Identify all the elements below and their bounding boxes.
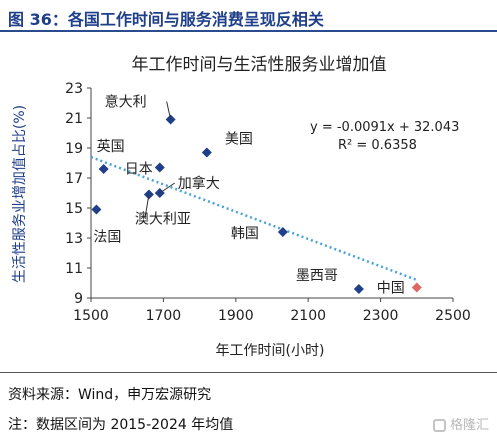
x-axis-label: 年工作时间(小时) <box>216 343 325 359</box>
point-label: 加拿大 <box>178 175 220 192</box>
footer-divider <box>0 372 497 373</box>
x-tick-label: 1900 <box>218 308 254 324</box>
y-axis-label: 生活性服务业增加值占比(%) <box>12 105 28 283</box>
label-leader-line <box>159 182 176 194</box>
trendline <box>90 155 418 282</box>
source-note: 资料来源：Wind，申万宏源研究 <box>8 387 212 403</box>
data-point <box>91 204 102 215</box>
y-tick-label: 9 <box>74 291 83 307</box>
y-tick-label: 11 <box>65 261 83 277</box>
x-tick-label: 2500 <box>435 308 471 324</box>
point-label: 英国 <box>97 138 125 155</box>
watermark: 格隆汇 <box>432 414 489 433</box>
x-tick-label: 1700 <box>146 308 182 324</box>
point-label: 韩国 <box>231 226 259 242</box>
point-label: 澳大利亚 <box>135 212 191 228</box>
y-tick-label: 21 <box>65 111 83 127</box>
x-tick-label: 2100 <box>290 308 326 324</box>
chart-title: 年工作时间与生活性服务业增加值 <box>132 55 387 75</box>
data-point <box>98 164 109 174</box>
data-point <box>353 284 364 294</box>
y-tick-label: 13 <box>65 231 83 247</box>
point-label: 法国 <box>93 230 121 246</box>
label-leader-line <box>144 194 150 219</box>
figure-title: 图 36：各国工作时间与服务消费呈现反相关 <box>8 10 324 29</box>
data-point <box>411 282 422 293</box>
data-point <box>154 162 165 173</box>
y-tick-label: 17 <box>65 171 83 187</box>
data-point <box>201 147 212 158</box>
equation-annotation: y = -0.0091x + 32.043 <box>310 120 459 135</box>
point-label: 中国 <box>377 281 405 297</box>
x-tick-label: 1500 <box>73 308 109 324</box>
label-leader-line <box>166 101 172 120</box>
x-tick-label: 2300 <box>363 308 399 324</box>
scatter-chart: 年工作时间与生活性服务业增加值 生活性服务业增加值占比(%) 年工作时间(小时)… <box>12 55 471 359</box>
point-label: 日本 <box>125 162 153 178</box>
y-tick-label: 15 <box>65 201 83 217</box>
point-label: 墨西哥 <box>296 268 338 284</box>
data-point <box>277 227 288 237</box>
y-tick-label: 19 <box>65 141 83 157</box>
watermark-text: 格隆汇 <box>449 418 489 433</box>
watermark-logo-icon <box>432 419 446 432</box>
y-tick-label: 23 <box>65 81 83 97</box>
r-squared-annotation: R² = 0.6358 <box>338 138 417 153</box>
footnote: 注：数据区间为 2015-2024 年均值 <box>8 417 234 433</box>
point-label: 美国 <box>225 132 253 148</box>
title-divider <box>0 30 497 32</box>
point-label: 意大利 <box>105 94 147 111</box>
